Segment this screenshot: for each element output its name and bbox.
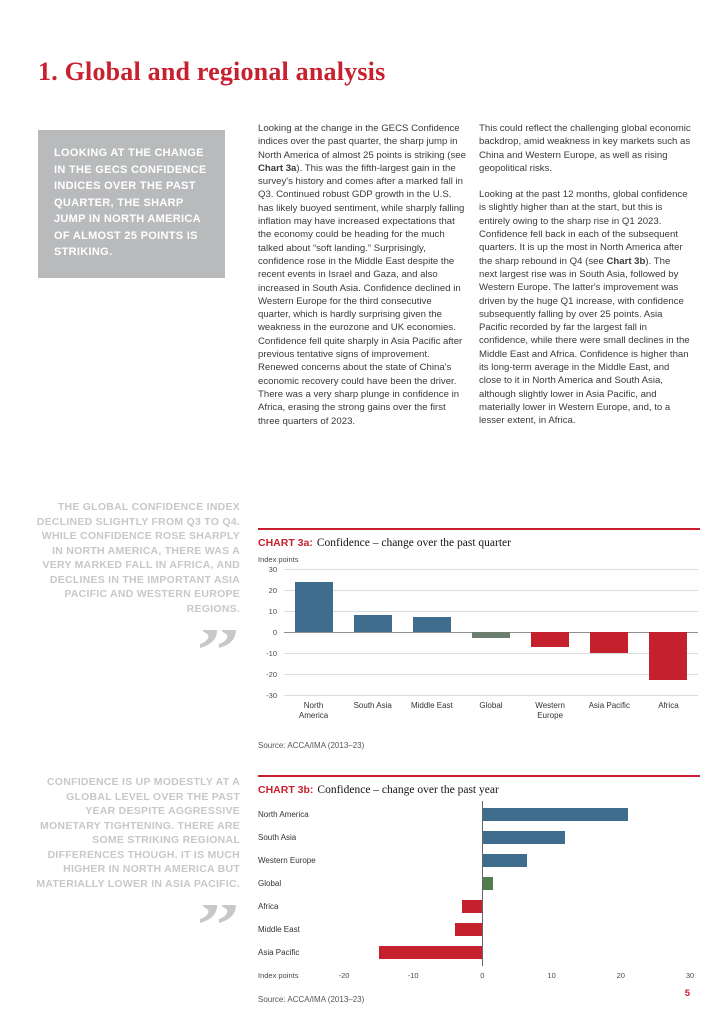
gridline bbox=[284, 569, 698, 570]
category-label-text: Middle East bbox=[410, 701, 453, 710]
page-title: 1. Global and regional analysis bbox=[38, 57, 386, 87]
bar bbox=[461, 900, 483, 913]
category-label: Middle East bbox=[258, 925, 300, 934]
y-tick-label: 30 bbox=[268, 564, 277, 574]
category-label: Africa bbox=[639, 701, 698, 711]
chart-divider-rule bbox=[258, 528, 700, 530]
category-label: Global bbox=[258, 879, 282, 888]
bar bbox=[590, 632, 629, 653]
chart-3a: CHART 3a: Confidence – change over the pa… bbox=[258, 528, 700, 750]
chart-label: CHART 3a: bbox=[258, 537, 313, 549]
gridline bbox=[284, 674, 698, 675]
category-label-text: Asia Pacific bbox=[588, 701, 630, 710]
inline-text: Looking at the change in the GECS Confid… bbox=[258, 123, 466, 161]
category-label: North America bbox=[284, 701, 343, 720]
pull-quote-2: CONFIDENCE IS UP MODESTLY AT A GLOBAL LE… bbox=[36, 775, 240, 953]
y-tick-label: 0 bbox=[272, 627, 277, 637]
chart-source: Source: ACCA/IMA (2013–23) bbox=[258, 995, 365, 1004]
x-tick-label: 10 bbox=[547, 971, 556, 980]
bar bbox=[531, 632, 570, 647]
category-label-text: North America bbox=[298, 701, 329, 720]
inline-text: ). This was the fifth-largest gain in th… bbox=[258, 162, 465, 427]
bar bbox=[412, 617, 451, 632]
bar bbox=[649, 632, 688, 681]
category-label: Western Europe bbox=[258, 856, 316, 865]
chart-source: Source: ACCA/IMA (2013–23) bbox=[258, 741, 365, 750]
bar bbox=[378, 946, 483, 959]
paragraph: Looking at the past 12 months, global co… bbox=[479, 188, 691, 427]
category-label-text: Africa bbox=[658, 701, 679, 710]
pull-quote-1: THE GLOBAL CONFIDENCE INDEX DECLINED SLI… bbox=[36, 500, 240, 678]
category-label-text: Western Europe bbox=[535, 701, 565, 720]
category-label: Asia Pacific bbox=[258, 948, 300, 957]
inline-bold-text: Chart 3a bbox=[258, 162, 297, 174]
chart-title-text: Confidence – change over the past year bbox=[317, 784, 499, 796]
x-tick-label: 30 bbox=[685, 971, 695, 980]
chart-title-text: Confidence – change over the past quarte… bbox=[316, 537, 511, 549]
body-column-1: Looking at the change in the GECS Confid… bbox=[258, 122, 466, 441]
zero-axis-line bbox=[482, 801, 484, 966]
chart-3b: CHART 3b: Confidence – change over the pa… bbox=[258, 775, 700, 1004]
category-label: Western Europe bbox=[521, 701, 580, 720]
chart-divider-rule bbox=[258, 775, 700, 777]
x-tick-label: -20 bbox=[338, 971, 350, 980]
x-tick-label: -10 bbox=[407, 971, 419, 980]
pull-quote-text: THE GLOBAL CONFIDENCE INDEX DECLINED SLI… bbox=[36, 501, 240, 615]
bar bbox=[482, 854, 528, 867]
category-label: Middle East bbox=[402, 701, 461, 711]
paragraph: This could reflect the challenging globa… bbox=[479, 122, 691, 175]
category-label: South Asia bbox=[343, 701, 402, 711]
bar bbox=[294, 581, 333, 632]
category-label: South Asia bbox=[258, 833, 297, 842]
bar bbox=[482, 831, 566, 844]
bar bbox=[454, 923, 483, 936]
x-axis-unit-label: Index points bbox=[258, 971, 299, 980]
bar bbox=[482, 877, 493, 890]
y-tick-label: -20 bbox=[266, 669, 277, 679]
y-tick-label: 10 bbox=[268, 606, 277, 616]
inline-text: ). The next largest rise was in South As… bbox=[479, 255, 690, 427]
callout-box: LOOKING AT THE CHANGE IN THE GECS CONFID… bbox=[38, 130, 225, 278]
paragraph: Looking at the change in the GECS Confid… bbox=[258, 122, 466, 428]
chart-title: CHART 3a: Confidence – change over the pa… bbox=[258, 537, 700, 549]
gridline bbox=[284, 611, 698, 612]
chart-title: CHART 3b: Confidence – change over the pa… bbox=[258, 784, 700, 796]
bar bbox=[482, 808, 628, 821]
category-label: Africa bbox=[258, 902, 279, 911]
chart-3b-plot: North America South Asia Western Europe Glo… bbox=[258, 801, 700, 985]
quotation-mark-icon: ” bbox=[196, 630, 240, 678]
chart-3a-plot: 30 20 10 0 -10 -20 -30 North America South Asia M… bbox=[258, 565, 700, 727]
page-number: 5 bbox=[684, 988, 690, 999]
category-label-text: Global bbox=[479, 701, 503, 710]
chart-label: CHART 3b: bbox=[258, 784, 314, 796]
body-column-2: This could reflect the challenging globa… bbox=[479, 122, 691, 441]
x-tick-label: 0 bbox=[480, 971, 485, 980]
y-tick-label: 20 bbox=[268, 585, 277, 595]
category-label: Global bbox=[461, 701, 520, 711]
gridline bbox=[284, 695, 698, 696]
y-axis-unit-label: Index points bbox=[258, 555, 299, 564]
inline-text: Looking at the past 12 months, global co… bbox=[479, 189, 688, 267]
callout-text: LOOKING AT THE CHANGE IN THE GECS CONFID… bbox=[54, 147, 207, 258]
bar bbox=[472, 632, 510, 639]
x-tick-label: 20 bbox=[616, 971, 625, 980]
category-label: Asia Pacific bbox=[580, 701, 639, 711]
pull-quote-text: CONFIDENCE IS UP MODESTLY AT A GLOBAL LE… bbox=[36, 776, 240, 890]
inline-text: This could reflect the challenging globa… bbox=[479, 123, 691, 174]
y-tick-label: -30 bbox=[266, 690, 277, 700]
gridline bbox=[284, 653, 698, 654]
inline-bold-text: Chart 3b bbox=[606, 255, 646, 267]
bar bbox=[353, 615, 392, 632]
gridline bbox=[284, 590, 698, 591]
y-tick-label: -10 bbox=[266, 648, 277, 658]
quotation-mark-icon: ” bbox=[196, 905, 240, 953]
category-label: North America bbox=[258, 810, 309, 819]
category-label-text: South Asia bbox=[353, 701, 392, 710]
